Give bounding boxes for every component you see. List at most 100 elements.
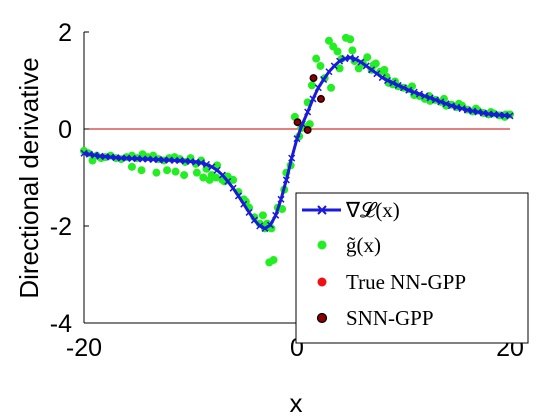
- cross-marker: [431, 96, 439, 104]
- cross-marker: [250, 216, 258, 224]
- cross-marker: [357, 58, 365, 66]
- legend-label: g̃(x): [346, 233, 381, 257]
- cross-marker: [192, 158, 200, 166]
- y-tick-label: 2: [58, 19, 72, 47]
- legend-item-g-tilde: g̃(x): [317, 233, 381, 257]
- cross-marker: [341, 55, 349, 63]
- data-point: [229, 175, 238, 184]
- cross-marker: [234, 192, 242, 200]
- data-point: [205, 175, 214, 184]
- cross-marker: [389, 79, 397, 87]
- y-tick-label: -4: [50, 310, 72, 338]
- legend-item-true-nn-gpp: True NN-GPP: [317, 270, 466, 294]
- cross-marker: [149, 156, 157, 164]
- y-axis-title: Directional derivative: [14, 57, 44, 298]
- data-point: [324, 36, 333, 45]
- cross-marker: [479, 109, 487, 117]
- plot-area: [80, 33, 514, 267]
- cross-marker: [506, 112, 514, 120]
- legend-item-gradient: ∇𝓛(x): [302, 198, 400, 222]
- y-tick-group: -4 -2 0 2: [50, 19, 89, 338]
- cross-marker: [373, 70, 381, 78]
- cross-marker: [352, 55, 360, 63]
- cross-marker: [442, 100, 450, 108]
- cross-marker: [447, 102, 455, 110]
- y-tick-label: -2: [50, 213, 72, 241]
- cross-marker: [346, 54, 354, 62]
- cross-marker: [320, 75, 328, 84]
- cross-marker: [410, 88, 418, 96]
- data-point: [137, 166, 146, 175]
- cross-marker: [139, 155, 147, 163]
- legend-label: SNN-GPP: [346, 306, 434, 330]
- data-point: [363, 53, 372, 62]
- legend-dot-swatch: [316, 312, 328, 324]
- cross-marker: [336, 57, 344, 65]
- cross-marker: [80, 149, 88, 157]
- cross-marker: [463, 106, 471, 114]
- cross-marker: [160, 156, 168, 164]
- x-axis-title: x: [290, 388, 303, 418]
- data-point: [293, 118, 302, 127]
- cross-marker: [368, 66, 376, 74]
- cross-marker: [314, 84, 322, 92]
- cross-marker: [128, 155, 136, 163]
- data-point: [335, 64, 344, 73]
- cross-marker: [202, 160, 211, 168]
- data-point: [348, 46, 357, 55]
- cross-marker: [437, 98, 445, 106]
- data-point: [309, 74, 318, 82]
- data-point: [303, 126, 312, 134]
- data-point: [333, 47, 342, 56]
- cross-marker: [240, 200, 248, 208]
- data-point: [369, 60, 378, 69]
- cross-marker: [208, 163, 216, 171]
- cross-marker: [218, 171, 226, 179]
- y-tick-label: 0: [58, 116, 72, 144]
- legend-cross-icon: [317, 205, 327, 215]
- cross-marker: [325, 68, 333, 76]
- data-point: [171, 167, 180, 176]
- data-point: [163, 166, 172, 175]
- x-tick-label: -20: [66, 334, 102, 362]
- legend-label: ∇𝓛(x): [345, 198, 400, 222]
- cross-marker: [458, 105, 466, 113]
- legend-item-snn-gpp: SNN-GPP: [316, 306, 434, 330]
- cross-marker: [421, 92, 429, 100]
- cross-marker: [474, 108, 482, 116]
- data-point: [327, 83, 336, 92]
- cross-marker: [245, 208, 253, 216]
- data-point: [307, 81, 316, 90]
- cross-marker: [394, 81, 402, 89]
- cross-marker: [229, 184, 237, 192]
- cross-marker: [170, 156, 179, 165]
- cross-marker: [469, 107, 477, 115]
- data-point: [269, 255, 278, 264]
- cross-marker: [277, 195, 285, 203]
- legend-dot-swatch: [317, 277, 327, 287]
- data-point: [380, 65, 389, 74]
- data-point: [192, 168, 201, 177]
- cross-marker: [288, 154, 296, 162]
- data-point: [317, 95, 325, 103]
- data-point: [199, 173, 208, 182]
- data-point: [152, 168, 161, 177]
- cross-marker: [224, 177, 232, 185]
- cross-marker: [383, 76, 392, 85]
- cross-marker: [91, 151, 99, 159]
- cross-marker: [272, 211, 280, 219]
- cross-marker: [330, 62, 338, 70]
- cross-marker: [85, 150, 93, 158]
- data-point: [127, 162, 136, 171]
- data-point: [316, 61, 325, 70]
- cross-marker: [362, 62, 370, 70]
- cross-marker: [405, 86, 413, 94]
- cross-marker: [197, 159, 205, 167]
- cross-marker: [256, 222, 264, 230]
- cross-marker: [415, 90, 424, 98]
- cross-marker: [266, 221, 274, 229]
- cross-marker: [117, 154, 125, 162]
- cross-marker: [378, 74, 386, 82]
- cross-marker: [453, 103, 461, 111]
